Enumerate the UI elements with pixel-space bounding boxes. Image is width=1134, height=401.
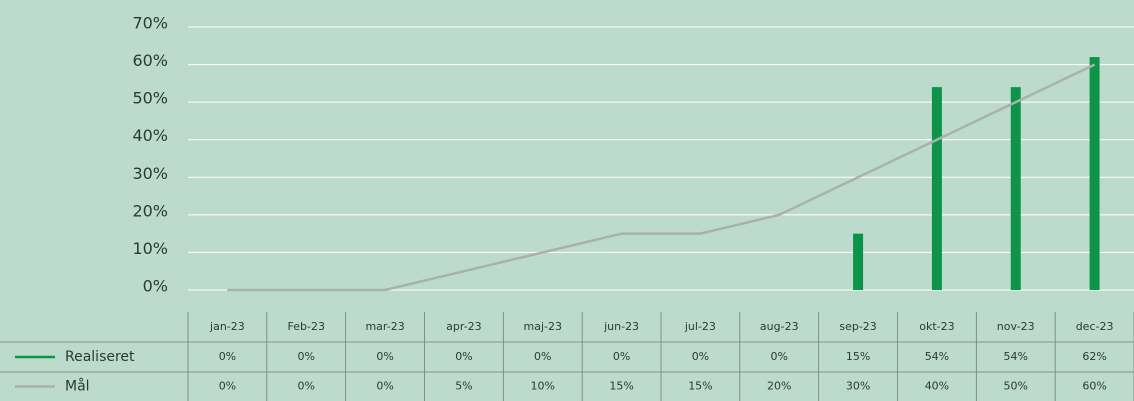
y-tick-label: 40% <box>132 126 168 145</box>
x-tick-label: mar-23 <box>365 320 404 333</box>
data-label: 10% <box>531 380 555 393</box>
data-label: 0% <box>298 350 315 363</box>
data-label: 15% <box>688 380 712 393</box>
x-tick-label: nov-23 <box>997 320 1035 333</box>
data-label: 30% <box>846 380 870 393</box>
x-tick-label: Feb-23 <box>288 320 325 333</box>
data-label: 0% <box>534 350 551 363</box>
y-tick-label: 0% <box>143 277 168 296</box>
x-tick-label: apr-23 <box>446 320 482 333</box>
data-label: 5% <box>455 380 472 393</box>
y-tick-label: 20% <box>132 201 168 220</box>
data-label: 0% <box>771 350 788 363</box>
data-label: 15% <box>609 380 633 393</box>
data-label: 0% <box>455 350 472 363</box>
data-label: 20% <box>767 380 791 393</box>
bar <box>1089 57 1100 290</box>
y-tick-label: 60% <box>132 51 168 70</box>
data-label: 54% <box>925 350 949 363</box>
data-label: 0% <box>298 380 315 393</box>
x-tick-label: jul-23 <box>684 320 716 333</box>
y-tick-label: 70% <box>132 14 168 33</box>
data-label: 15% <box>846 350 870 363</box>
x-tick-label: aug-23 <box>760 320 799 333</box>
x-tick-label: sep-23 <box>839 320 876 333</box>
y-tick-label: 10% <box>132 239 168 258</box>
data-label: 40% <box>925 380 949 393</box>
data-label: 60% <box>1082 380 1106 393</box>
data-label: 0% <box>219 380 236 393</box>
x-tick-label: dec-23 <box>1076 320 1114 333</box>
data-label: 62% <box>1082 350 1106 363</box>
data-label: 0% <box>376 380 393 393</box>
data-label: 0% <box>376 350 393 363</box>
data-label: 0% <box>613 350 630 363</box>
x-tick-label: maj-23 <box>524 320 562 333</box>
bar <box>931 87 942 290</box>
data-label: 0% <box>692 350 709 363</box>
bar <box>853 233 864 290</box>
x-tick-label: okt-23 <box>919 320 954 333</box>
y-tick-label: 30% <box>132 164 168 183</box>
legend-label: Realiseret <box>65 349 135 365</box>
data-label: 0% <box>219 350 236 363</box>
line <box>227 63 1096 292</box>
x-tick-label: jan-23 <box>209 320 245 333</box>
y-tick-label: 50% <box>132 89 168 108</box>
bar <box>1010 87 1021 290</box>
data-label: 50% <box>1004 380 1028 393</box>
legend-label: Mål <box>65 378 90 395</box>
x-tick-label: jun-23 <box>603 320 639 333</box>
data-label: 54% <box>1004 350 1028 363</box>
